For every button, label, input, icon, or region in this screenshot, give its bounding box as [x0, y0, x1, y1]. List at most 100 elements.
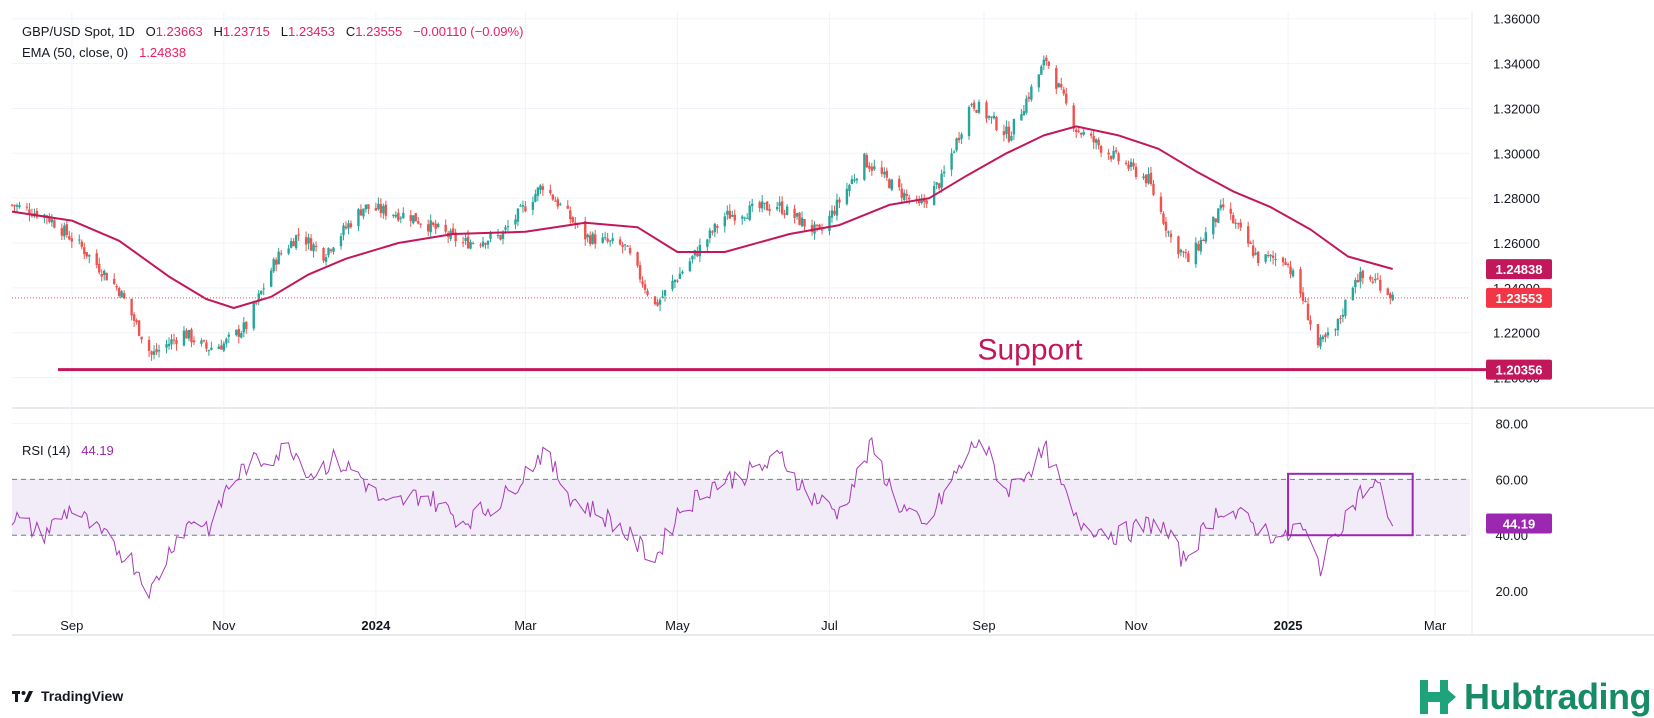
candle-body	[848, 184, 851, 191]
candle-body	[589, 235, 592, 245]
candle-body	[883, 171, 886, 175]
candle-body	[1249, 242, 1252, 245]
support-badge-bg	[1486, 359, 1552, 380]
candle-body	[765, 201, 769, 211]
candle-body	[1187, 253, 1190, 263]
candle-body	[185, 330, 188, 339]
candle-body	[810, 225, 814, 232]
candle-body	[628, 248, 632, 254]
candle-body	[760, 201, 764, 209]
tradingview-logo[interactable]: TradingView	[12, 688, 123, 704]
candle-body	[130, 298, 133, 316]
candle-body	[626, 245, 629, 247]
support-line: Support	[58, 334, 1488, 372]
open-value: 1.23663	[155, 24, 203, 39]
candle-body	[1374, 278, 1377, 281]
candle-body	[885, 170, 888, 178]
candle-body	[1214, 218, 1217, 222]
candle-body	[182, 330, 186, 346]
candle-body	[339, 236, 343, 247]
candle-body	[409, 215, 412, 222]
candle-body	[768, 209, 771, 211]
rsi-legend: RSI (14) 44.19	[22, 443, 114, 458]
candle-body	[638, 265, 642, 280]
rsi-band-fill	[12, 479, 1470, 536]
candle-body	[242, 322, 245, 333]
candle-body	[1065, 93, 1068, 104]
candle-body	[658, 299, 662, 305]
candle-body	[970, 104, 973, 106]
candle-body	[1005, 126, 1008, 134]
ema-line	[11, 125, 1470, 309]
candle-body	[444, 224, 447, 232]
candle-body	[377, 203, 380, 210]
candle-body	[1361, 270, 1365, 279]
candle-body	[1194, 242, 1198, 265]
candle-body	[608, 240, 612, 242]
candle-body	[217, 346, 221, 349]
time-tick-label: Mar	[514, 618, 537, 633]
candle-body	[673, 279, 677, 283]
candle-body	[1281, 257, 1285, 263]
candle-body	[870, 166, 874, 171]
candle-body	[1359, 271, 1362, 282]
price-tick-label: 1.32000	[1493, 101, 1540, 116]
candle-body	[1097, 139, 1100, 146]
support-badge: 1.20356	[1496, 363, 1543, 378]
ema-legend: EMA (50, close, 0) 1.24838	[22, 45, 186, 60]
candle-body	[977, 101, 981, 113]
candle-body	[1289, 266, 1292, 275]
candle-body	[594, 234, 597, 244]
candle-body	[117, 287, 121, 296]
candle-body	[1002, 131, 1006, 136]
candle-body	[85, 252, 88, 257]
candle-body	[967, 106, 971, 136]
candle-body	[1007, 126, 1011, 142]
candle-body	[432, 222, 435, 225]
candle-body	[506, 226, 510, 228]
candle-body	[1134, 166, 1138, 177]
candle-body	[451, 228, 455, 234]
candle-body	[1045, 57, 1048, 61]
candle-body	[419, 223, 422, 225]
candle-body	[775, 206, 779, 210]
candle-body	[1075, 129, 1078, 132]
candle-body	[1114, 150, 1118, 152]
candle-body	[277, 251, 280, 265]
ema-badge: 1.24838	[1496, 262, 1543, 277]
candle-body	[571, 217, 574, 223]
candle-body	[292, 241, 295, 247]
candle-body	[13, 204, 16, 207]
candle-body	[952, 151, 956, 153]
candle-body	[780, 201, 784, 214]
price-tick-label: 1.36000	[1493, 12, 1540, 27]
candle-body	[165, 344, 168, 348]
candle-body	[1142, 176, 1145, 179]
candle-body	[1197, 244, 1200, 251]
candle-body	[1229, 208, 1232, 214]
candle-body	[920, 200, 923, 203]
candle-body	[900, 188, 903, 198]
candle-body	[853, 179, 856, 181]
price-tick-label: 1.34000	[1493, 57, 1540, 72]
tradingview-text: TradingView	[41, 688, 124, 704]
candle-body	[140, 336, 143, 340]
candle-body	[873, 166, 876, 170]
candle-body	[618, 239, 622, 245]
candle-body	[1042, 59, 1046, 66]
time-tick-label: 2025	[1274, 618, 1303, 633]
candle-body	[392, 214, 395, 216]
candle-body	[1094, 139, 1098, 143]
candle-body	[985, 102, 988, 119]
candle-body	[880, 167, 884, 174]
candle-body	[245, 321, 248, 329]
candle-body	[152, 351, 156, 355]
candle-body	[534, 194, 537, 202]
candle-body	[192, 340, 196, 343]
candle-body	[1246, 226, 1250, 244]
candle-body	[434, 223, 437, 229]
candle-body	[918, 200, 921, 204]
candle-body	[1055, 68, 1058, 89]
candle-body	[960, 134, 963, 139]
